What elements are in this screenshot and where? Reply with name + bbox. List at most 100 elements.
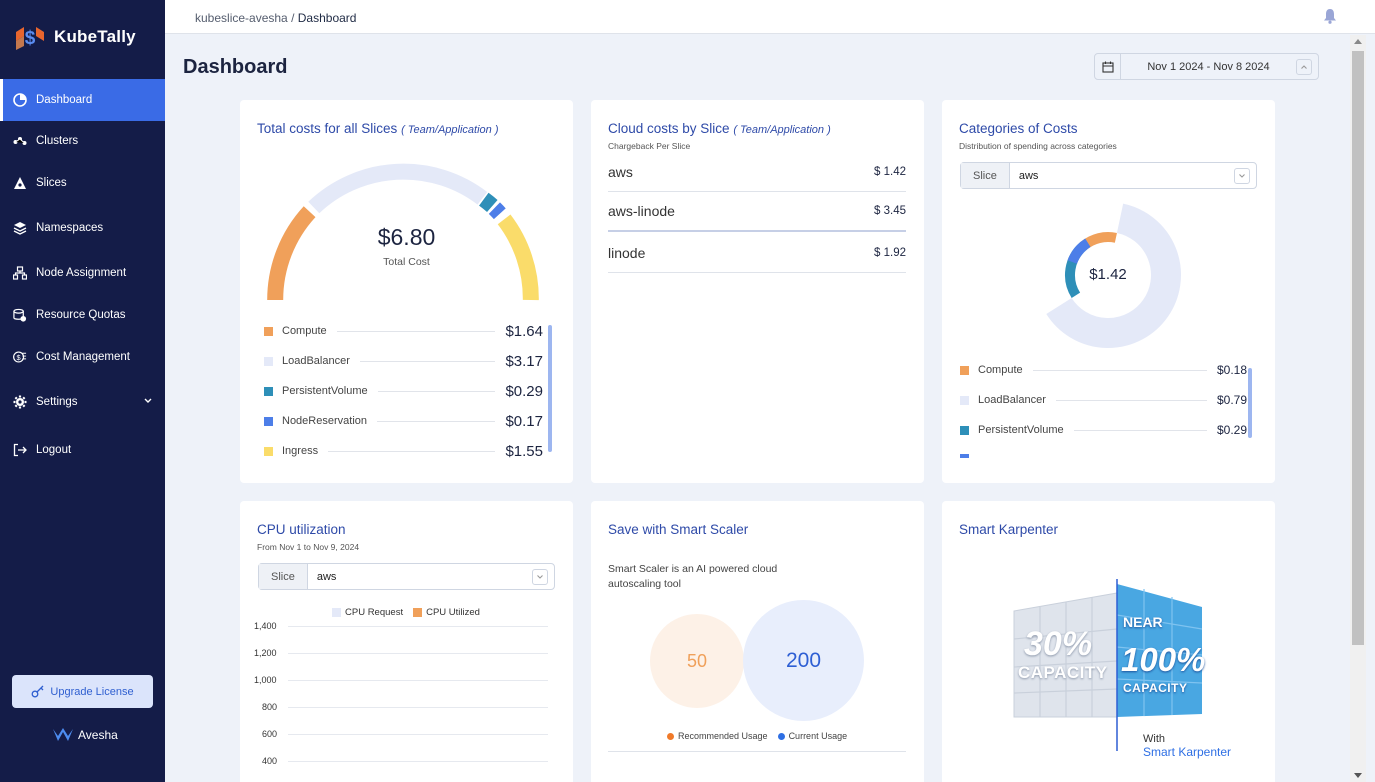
legend-item[interactable]: CPU Utilized — [413, 607, 480, 618]
upgrade-license-button[interactable]: Upgrade License — [12, 675, 153, 708]
sidebar-item-cost-management[interactable]: $ Cost Management — [0, 336, 165, 378]
sidebar-item-clusters[interactable]: Clusters — [0, 120, 165, 162]
donut-slice-nodereservation[interactable] — [1067, 238, 1091, 264]
legend-value: $0.29 — [1216, 423, 1247, 437]
sidebar-item-dashboard[interactable]: Dashboard — [0, 79, 165, 121]
legend-label: Compute — [978, 364, 1023, 376]
layers-icon — [13, 221, 27, 235]
legend-item: PersistentVolume $0.29 — [264, 381, 543, 401]
select-value: aws — [1018, 169, 1039, 182]
divider — [1073, 429, 1207, 431]
chevron-down-icon[interactable] — [532, 568, 548, 585]
upgrade-license-label: Upgrade License — [50, 685, 134, 698]
swatch — [960, 395, 969, 405]
current-usage-bubble: 200 — [743, 600, 864, 721]
legend-scrollbar[interactable] — [1248, 368, 1252, 438]
scroll-down-icon[interactable] — [1354, 773, 1362, 778]
legend-scrollbar[interactable] — [548, 325, 552, 452]
sidebar-item-settings[interactable]: Settings — [0, 381, 165, 423]
divider — [608, 751, 906, 752]
calendar-icon — [1095, 54, 1121, 79]
scroll-up-icon[interactable] — [1354, 39, 1362, 44]
chevron-up-icon[interactable] — [1296, 58, 1312, 75]
legend-label: PersistentVolume — [978, 424, 1064, 436]
page-title: Dashboard — [183, 56, 288, 78]
description-line: Smart Scaler is an AI powered cloud — [608, 563, 778, 575]
karpenter-brand-link[interactable]: Smart Karpenter — [1143, 745, 1232, 759]
sidebar-item-label: Namespaces — [36, 222, 104, 234]
gauge-segment-ingress — [497, 214, 539, 301]
sidebar-item-label: Settings — [36, 396, 78, 408]
swatch — [332, 608, 341, 617]
total-cost-label: Total Cost — [383, 256, 430, 268]
app-logo[interactable]: $ KubeTally — [14, 24, 136, 50]
slice-select[interactable]: Slice aws — [960, 162, 1257, 189]
categories-donut-chart — [1046, 203, 1181, 348]
divider — [377, 420, 496, 422]
date-range-value: Nov 1 2024 - Nov 8 2024 — [1147, 60, 1270, 73]
legend-item: PersistentVolume $0.29 — [960, 420, 1247, 440]
legend-value: $1.64 — [505, 322, 543, 340]
divider — [328, 450, 496, 452]
sitemap-icon — [13, 266, 27, 280]
recommended-usage-bubble: 50 — [650, 614, 744, 708]
page-scrollbar[interactable] — [1350, 35, 1366, 782]
cloud-costs-title: Cloud costs by Slice — [608, 121, 730, 136]
legend-item: LoadBalancer $3.17 — [264, 351, 543, 371]
usage-legend: Recommended Usage Current Usage — [667, 731, 847, 741]
legend-item: NodeReservation $0.17 — [264, 411, 543, 431]
card-subtitle: From Nov 1 to Nov 9, 2024 — [257, 542, 360, 552]
gridline — [288, 734, 548, 735]
swatch — [264, 356, 273, 366]
legend-label: Ingress — [282, 445, 319, 457]
karpenter-left-percent: 30% — [1024, 625, 1093, 663]
legend-label: LoadBalancer — [978, 394, 1046, 406]
breadcrumb-separator: / — [291, 11, 295, 25]
legend-item: Recommended Usage — [667, 731, 768, 741]
breadcrumb-root[interactable]: kubeslice-avesha — [195, 11, 288, 25]
total-costs-card: Total costs for all Slices ( Team/Applic… — [240, 100, 573, 483]
avesha-brand: Avesha — [52, 727, 118, 743]
select-value: aws — [316, 570, 337, 583]
sidebar-item-logout[interactable]: Logout — [0, 429, 165, 471]
sidebar-item-label: Clusters — [36, 135, 79, 147]
slice-select[interactable]: Slice aws — [258, 563, 555, 590]
money-icon: $ — [13, 350, 27, 364]
slice-row[interactable]: aws-linode $ 3.45 — [608, 192, 906, 232]
legend-label: PersistentVolume — [282, 385, 368, 397]
scroll-thumb[interactable] — [1352, 51, 1364, 645]
chevron-down-icon[interactable] — [1234, 167, 1250, 184]
slice-row[interactable]: aws $ 1.42 — [608, 152, 906, 192]
slice-row[interactable]: linode $ 1.92 — [608, 233, 906, 273]
notification-bell-icon[interactable] — [1323, 8, 1337, 24]
karpenter-with-label: With — [1143, 733, 1165, 745]
sidebar-item-namespaces[interactable]: Namespaces — [0, 207, 165, 249]
swatch — [264, 386, 273, 396]
sidebar-item-node-assignment[interactable]: Node Assignment — [0, 252, 165, 294]
donut-slice-loadbalancer[interactable] — [1046, 203, 1181, 348]
y-tick: 1,400 — [254, 621, 277, 631]
chevron-down-icon — [144, 398, 152, 403]
y-tick: 400 — [262, 756, 278, 766]
sidebar-item-label: Node Assignment — [36, 267, 127, 279]
legend-label: LoadBalancer — [282, 355, 350, 367]
smart-karpenter-card: Smart Karpenter 30% CAPACITY NEAR 100% C… — [942, 501, 1275, 782]
gridline — [288, 707, 548, 708]
legend-item: Compute $0.18 — [960, 360, 1247, 380]
divider — [1032, 369, 1207, 371]
sidebar-item-slices[interactable]: Slices — [0, 162, 165, 204]
slice-name: linode — [608, 244, 646, 261]
slices-icon — [13, 176, 27, 190]
sidebar-item-resource-quotas[interactable]: Resource Quotas — [0, 294, 165, 336]
karpenter-illustration — [1013, 579, 1203, 751]
legend-label: Current Usage — [788, 731, 848, 741]
date-range-picker[interactable]: Nov 1 2024 - Nov 8 2024 — [1094, 53, 1319, 80]
legend-value: $0.17 — [505, 412, 543, 430]
legend-value: $0.79 — [1216, 393, 1247, 407]
legend-item: Compute $1.64 — [264, 321, 543, 341]
card-subtitle: Distribution of spending across categori… — [959, 141, 1117, 151]
swatch — [264, 326, 273, 336]
legend-item[interactable]: CPU Request — [332, 607, 403, 618]
pie-chart-icon — [13, 93, 27, 107]
cluster-icon — [13, 134, 27, 148]
